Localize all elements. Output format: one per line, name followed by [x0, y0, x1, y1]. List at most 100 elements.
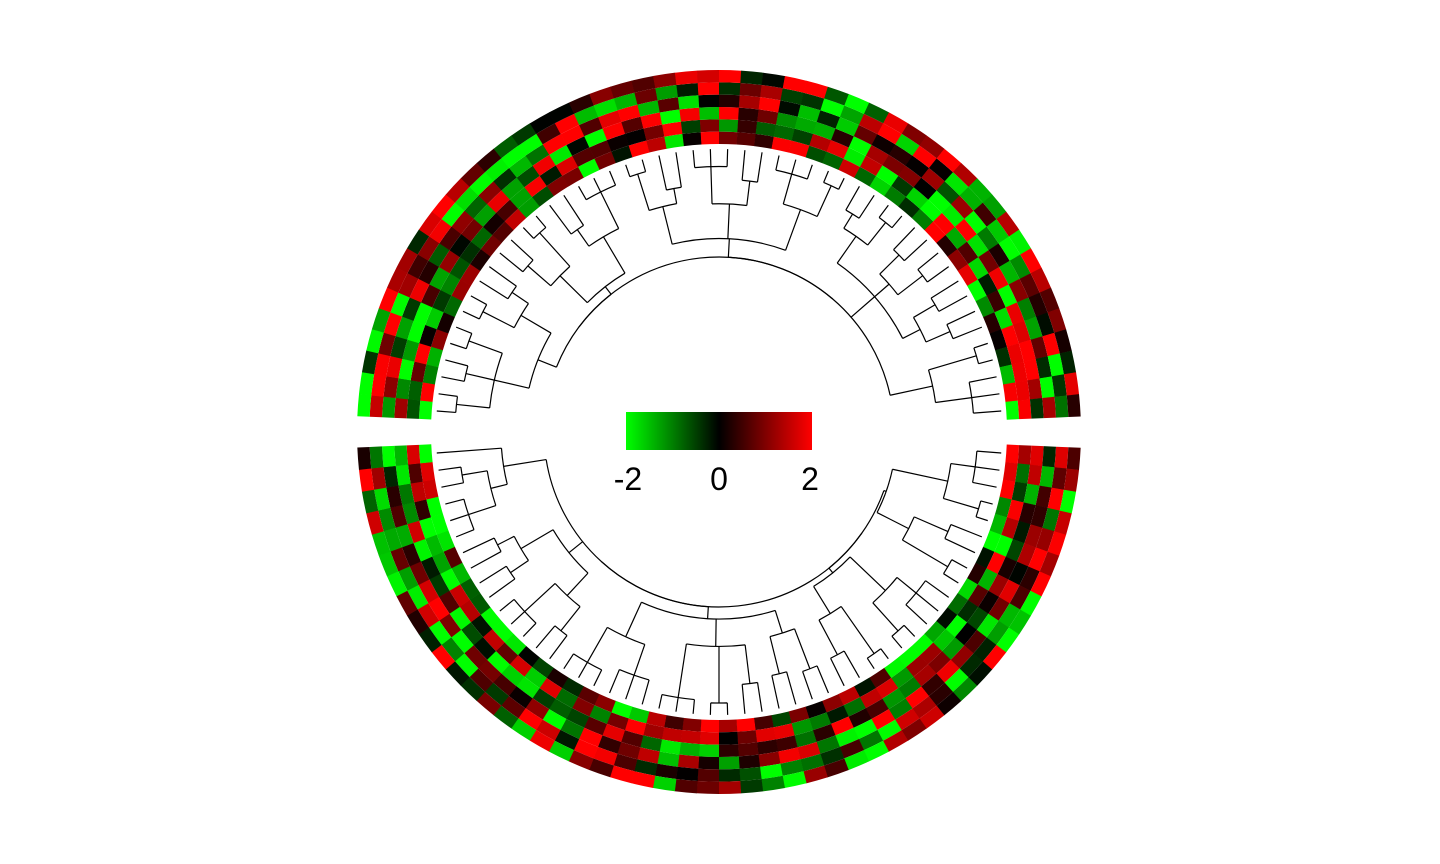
heatmap-cell	[754, 133, 774, 149]
heatmap-cell	[964, 210, 987, 235]
dendrogram-branch	[866, 648, 889, 669]
heatmap-cell	[546, 667, 569, 689]
heatmap-cell	[407, 254, 429, 279]
heatmap-cell	[402, 502, 420, 525]
heatmap-cell	[631, 76, 656, 93]
heatmap-cell	[824, 86, 850, 106]
heatmap-cell	[1047, 487, 1064, 511]
heatmap-cell	[398, 483, 415, 506]
heatmap-cell	[438, 250, 460, 274]
heatmap-cell	[775, 735, 798, 752]
heatmap-cell	[805, 700, 827, 719]
heatmap-cell	[967, 257, 989, 280]
heatmap-cell	[869, 667, 892, 689]
heatmap-cell	[617, 104, 641, 123]
heatmap-cell	[738, 754, 761, 769]
heatmap-cell	[755, 727, 776, 743]
heatmap-cell	[578, 158, 600, 178]
heatmap-cell	[1005, 302, 1025, 326]
heatmap-cell	[426, 346, 443, 368]
heatmap-cell	[371, 373, 387, 397]
heatmap-cell	[1028, 292, 1048, 317]
heatmap-cell	[422, 364, 439, 385]
heatmap-cell	[967, 584, 989, 608]
heatmap-cell	[919, 199, 943, 222]
heatmap-cell	[978, 250, 1000, 274]
heatmap-cell	[409, 561, 430, 586]
heatmap-cell	[820, 98, 845, 118]
heatmap-cell	[999, 479, 1016, 500]
heatmap-cell	[573, 738, 599, 759]
heatmap-cell	[822, 151, 844, 171]
heatmap-cell	[813, 122, 836, 141]
heatmap-cell	[898, 165, 922, 188]
heatmap-cell	[1008, 561, 1029, 586]
heatmap-cell	[737, 742, 759, 757]
heatmap-cell	[659, 739, 681, 755]
heatmap-cell	[572, 147, 595, 167]
heatmap-cell	[1030, 505, 1048, 529]
heatmap-cell	[1047, 531, 1067, 557]
dendrogram-branch	[456, 340, 503, 409]
heatmap-cell	[386, 355, 403, 379]
heatmap-cell	[560, 718, 585, 739]
heatmap-cell	[803, 765, 828, 784]
heatmap-cell	[1027, 378, 1043, 400]
heatmap-cell	[682, 132, 702, 147]
heatmap-cell	[621, 116, 644, 134]
heatmap-cell	[989, 513, 1007, 535]
heatmap-cell	[386, 485, 403, 508]
heatmap-cell	[419, 517, 437, 539]
heatmap-cell	[413, 538, 433, 562]
heatmap-cell	[657, 97, 680, 113]
heatmap-cell	[461, 218, 484, 242]
heatmap-cell	[800, 92, 825, 111]
heatmap-cell	[936, 234, 958, 257]
heatmap-cell	[831, 128, 855, 148]
heatmap-cell	[438, 590, 460, 614]
heatmap-cell	[699, 731, 719, 745]
heatmap-cell	[525, 144, 550, 166]
heatmap-cell	[624, 718, 647, 736]
heatmap-cell	[967, 234, 989, 258]
dendrogram-branch	[836, 235, 921, 339]
heatmap-cell	[739, 766, 762, 782]
dendrogram-branch	[927, 355, 977, 404]
dendrogram-branch	[438, 466, 465, 488]
heatmap-cell	[420, 284, 441, 308]
heatmap-cell	[640, 112, 663, 129]
heatmap-cell	[975, 546, 995, 569]
heatmap-cell	[429, 266, 450, 291]
heatmap-cell	[1051, 374, 1067, 398]
heatmap-cell	[406, 399, 421, 419]
heatmap-cell	[947, 249, 969, 272]
heatmap-cell	[677, 95, 700, 110]
heatmap-cell	[875, 165, 899, 187]
dendrogram-branch	[677, 643, 751, 703]
heatmap-cell	[428, 596, 450, 621]
heatmap-cell	[417, 236, 440, 261]
dendrogram-branch	[527, 232, 571, 287]
heatmap-cell	[493, 673, 517, 696]
heatmap-cell	[736, 132, 756, 147]
heatmap-cell	[449, 584, 471, 607]
heatmap-cell	[1009, 254, 1031, 280]
dendrogram-branch	[563, 653, 603, 687]
heatmap-cell	[986, 290, 1006, 313]
heatmap-cell	[933, 629, 955, 652]
heatmap-cell	[394, 445, 409, 466]
heatmap-cell	[891, 175, 914, 198]
heatmap-cell	[425, 534, 444, 557]
dendrogram-branch	[462, 537, 502, 569]
heatmap-cell	[654, 763, 678, 780]
heatmap-cell	[371, 531, 391, 556]
heatmap-cell	[439, 613, 462, 638]
heatmap-cell	[511, 718, 537, 741]
heatmap-cell	[844, 750, 870, 771]
heatmap-cell	[492, 620, 514, 643]
heatmap-cell	[1039, 465, 1055, 488]
heatmap-cell	[928, 682, 953, 706]
heatmap-cell	[566, 136, 590, 156]
heatmap-cell	[1054, 395, 1069, 418]
heatmap-cell	[594, 693, 616, 713]
